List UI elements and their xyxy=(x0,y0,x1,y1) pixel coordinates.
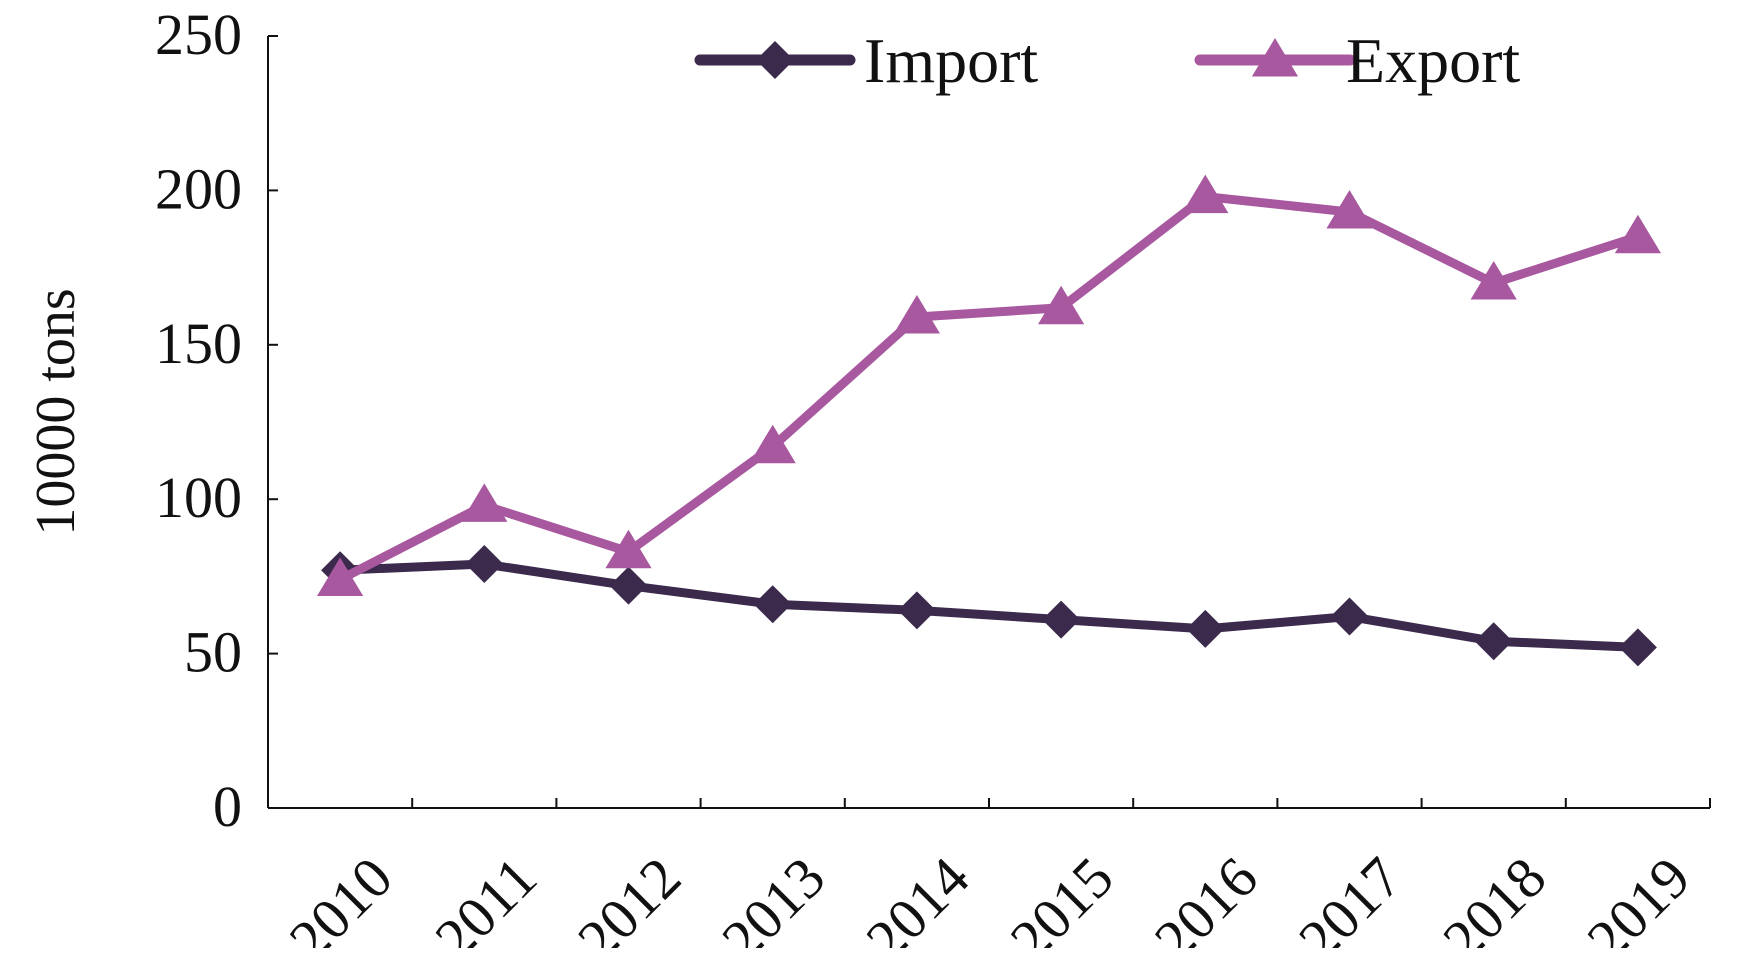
legend-item-export: Export xyxy=(1194,25,1520,96)
x-tick-label: 2010 xyxy=(277,845,405,948)
series-export xyxy=(317,174,1661,596)
series-line-export xyxy=(335,192,1643,584)
x-tick-label: 2012 xyxy=(565,845,693,948)
y-tick-label: 50 xyxy=(184,620,242,685)
series-line-import xyxy=(335,559,1643,652)
point-import xyxy=(753,585,792,624)
point-export xyxy=(317,557,364,596)
legend-label-export: Export xyxy=(1346,25,1520,96)
y-tick-label: 200 xyxy=(155,156,242,221)
legend-marker-export xyxy=(1251,38,1299,77)
point-export xyxy=(893,295,940,334)
x-tick-label: 2013 xyxy=(709,845,837,948)
series-layer xyxy=(317,174,1661,667)
point-import xyxy=(1618,628,1657,667)
legend-item-import: Import xyxy=(694,25,1038,96)
legend-marker-import xyxy=(756,41,794,79)
x-tick-label: 2011 xyxy=(422,845,548,948)
point-import xyxy=(897,591,936,630)
point-import xyxy=(1474,622,1513,661)
point-import xyxy=(1042,600,1081,639)
y-axis-title: 10000 tons xyxy=(25,288,87,535)
point-export xyxy=(461,483,508,522)
x-tick-label: 2018 xyxy=(1430,845,1558,948)
point-export xyxy=(749,424,796,464)
y-tick-label: 100 xyxy=(155,465,242,530)
legend: Import Export xyxy=(694,25,1520,96)
y-tick-label: 250 xyxy=(155,2,242,67)
x-tick-label: 2015 xyxy=(998,845,1126,948)
point-import xyxy=(1186,609,1225,648)
point-export xyxy=(1038,285,1085,325)
point-import xyxy=(465,545,504,584)
point-export xyxy=(1470,261,1517,300)
point-import xyxy=(609,566,648,605)
point-export xyxy=(1182,174,1229,214)
point-export xyxy=(1614,214,1661,254)
point-export xyxy=(1326,190,1373,229)
x-tick-label: 2014 xyxy=(854,845,982,948)
y-tick-label: 0 xyxy=(213,774,242,839)
x-tick-label: 2019 xyxy=(1575,845,1703,948)
y-tick-label: 150 xyxy=(155,311,242,376)
x-tick-label: 2017 xyxy=(1286,845,1414,948)
series-import xyxy=(321,545,1657,667)
legend-label-import: Import xyxy=(864,25,1038,96)
x-tick-label: 2016 xyxy=(1142,845,1270,948)
point-export xyxy=(605,529,652,569)
point-import xyxy=(1330,597,1369,636)
